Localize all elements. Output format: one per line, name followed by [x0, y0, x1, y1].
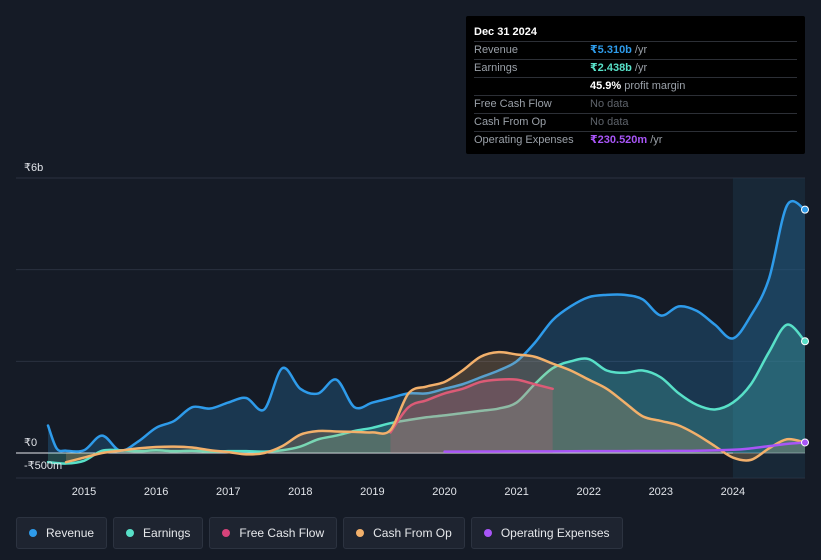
- chart-legend: Revenue Earnings Free Cash Flow Cash From O…: [16, 517, 623, 549]
- revenue-area: [48, 201, 805, 453]
- legend-item-revenue[interactable]: Revenue: [16, 517, 108, 549]
- chart-area: ₹6b ₹0 -₹500m 2015 2016 2017 2018 2019 2020 2021 2…: [16, 162, 809, 498]
- grid-layer: [16, 177, 805, 479]
- legend-label: Free Cash Flow: [239, 526, 325, 540]
- tooltip-row-value: ₹5.310b: [590, 44, 632, 56]
- axis-labels: ₹6b ₹0 -₹500m 2015 2016 2017 2018 2019 2020 2021 2…: [24, 162, 745, 498]
- y-axis-label: ₹6b: [24, 162, 43, 174]
- cash-from-op-area: [66, 352, 806, 463]
- x-axis-label: 2023: [649, 486, 673, 498]
- tooltip-date: Dec 31 2024: [474, 26, 537, 38]
- tooltip-row-unit: profit margin: [624, 80, 686, 92]
- series-layer: [46, 199, 809, 465]
- revenue-line: [46, 199, 807, 453]
- tooltip-row-value: ₹2.438b: [590, 62, 632, 74]
- tooltip-row: Earnings ₹2.438b/yr: [474, 59, 797, 77]
- tooltip-rows: Revenue ₹5.310b/yr Earnings ₹2.438b/yr 45.9%…: [474, 41, 797, 149]
- tooltip-row-value: 45.9%: [590, 80, 622, 92]
- x-axis-label: 2018: [288, 486, 312, 498]
- revenue-end-point: [801, 205, 809, 214]
- x-axis-label: 2021: [504, 486, 528, 498]
- tooltip-row-label: Revenue: [474, 44, 519, 56]
- tooltip-row-unit: /yr: [634, 44, 648, 56]
- earnings-line: [46, 323, 807, 465]
- tooltip-row: Free Cash Flow No data: [474, 95, 797, 113]
- tooltip-row-label: Cash From Op: [474, 116, 547, 128]
- x-axis-label: 2022: [576, 486, 600, 498]
- tooltip-row-unit: /yr: [650, 134, 663, 146]
- free-cash-flow-line: [389, 377, 554, 434]
- legend-label: Revenue: [46, 526, 95, 540]
- legend-dot-icon: [483, 529, 492, 537]
- legend-dot-icon: [356, 529, 365, 537]
- tooltip-row-value: ₹230.520m: [590, 134, 648, 146]
- x-axis-label: 2016: [144, 486, 168, 498]
- tooltip-row: Cash From Op No data: [474, 113, 797, 131]
- earnings-end-point: [801, 337, 809, 346]
- tooltip-row: 45.9% profit margin: [474, 77, 797, 95]
- legend-label: Earnings: [143, 526, 191, 540]
- tooltip-row: Operating Expenses ₹230.520m/yr: [474, 131, 797, 149]
- tooltip-row-unit: /yr: [634, 62, 648, 74]
- legend-dot-icon: [222, 529, 231, 537]
- legend-dot-icon: [29, 529, 37, 537]
- legend-label: Cash From Op: [373, 526, 452, 540]
- legend-item-earnings[interactable]: Earnings: [113, 517, 204, 549]
- earnings-area: [48, 324, 805, 464]
- x-axis-label: 2024: [721, 486, 745, 498]
- x-axis-label: 2017: [216, 486, 240, 498]
- tooltip-row-label: Operating Expenses: [474, 134, 574, 146]
- tooltip-row-label: Earnings: [474, 62, 518, 74]
- y-axis-label: -₹500m: [24, 460, 62, 472]
- legend-dot-icon: [126, 529, 135, 537]
- legend-item-operating-expenses[interactable]: Operating Expenses: [470, 517, 623, 549]
- cash-from-op-line: [64, 350, 807, 464]
- operating-expenses-line: [443, 441, 807, 453]
- legend-label: Operating Expenses: [500, 526, 610, 540]
- free-cash-flow-area: [390, 379, 553, 453]
- legend-item-cash-from-op[interactable]: Cash From Op: [343, 517, 465, 549]
- tooltip-row-value: No data: [590, 98, 629, 110]
- operating-expenses-end-point: [801, 438, 809, 447]
- tooltip-row-label: Free Cash Flow: [474, 98, 552, 110]
- tooltip-row-value: No data: [590, 116, 629, 128]
- tooltip-row: Revenue ₹5.310b/yr: [474, 41, 797, 59]
- x-axis-label: 2020: [432, 486, 456, 498]
- x-axis-label: 2015: [72, 486, 96, 498]
- y-axis-label: ₹0: [24, 437, 37, 449]
- legend-item-free-cash-flow[interactable]: Free Cash Flow: [209, 517, 338, 549]
- data-tooltip: Dec 31 2024 Revenue ₹5.310b/yr Earnings ₹2.…: [466, 16, 805, 154]
- tooltip-row-label: [474, 78, 590, 95]
- x-axis-label: 2019: [360, 486, 384, 498]
